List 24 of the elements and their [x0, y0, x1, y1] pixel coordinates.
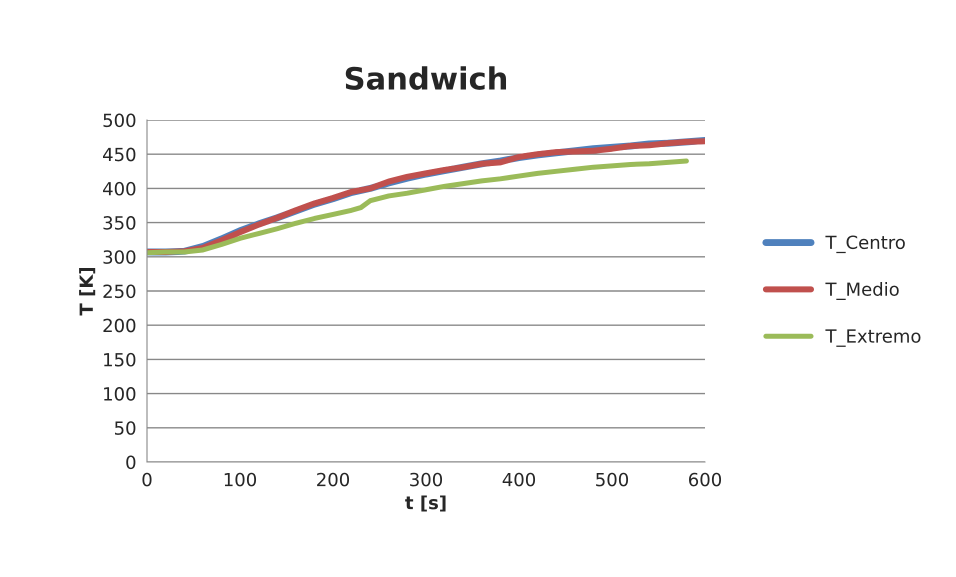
y-tick-label: 150 — [104, 352, 136, 367]
x-tick-label: 500 — [596, 472, 628, 486]
chart-title: Sandwich — [346, 66, 506, 90]
y-tick-label: 400 — [103, 182, 136, 196]
y-tick-label: 350 — [103, 216, 136, 230]
x-tick-label: 400 — [502, 472, 536, 486]
y-tick-label: 50 — [115, 421, 136, 435]
y-tick-label: 500 — [104, 113, 136, 128]
x-tick-label: 0 — [142, 472, 152, 486]
y-tick-label: 450 — [103, 148, 136, 162]
legend-label: T_Medio — [825, 282, 899, 300]
x-axis-title: t [s] — [405, 495, 446, 512]
legend-label: T_Centro — [825, 235, 905, 254]
x-tick-label: 200 — [317, 472, 350, 486]
x-tick-label: 300 — [410, 472, 442, 486]
y-tick-label: 250 — [103, 284, 136, 298]
legend-label: T_Extremo — [825, 329, 920, 347]
y-tick-label: 0 — [126, 455, 136, 470]
y-tick-label: 300 — [103, 250, 136, 264]
y-tick-label: 100 — [104, 387, 136, 401]
y-axis-title: T [K] — [79, 268, 96, 316]
x-tick-label: 100 — [224, 472, 256, 486]
x-tick-label: 600 — [689, 472, 722, 486]
y-tick-label: 200 — [103, 318, 136, 332]
